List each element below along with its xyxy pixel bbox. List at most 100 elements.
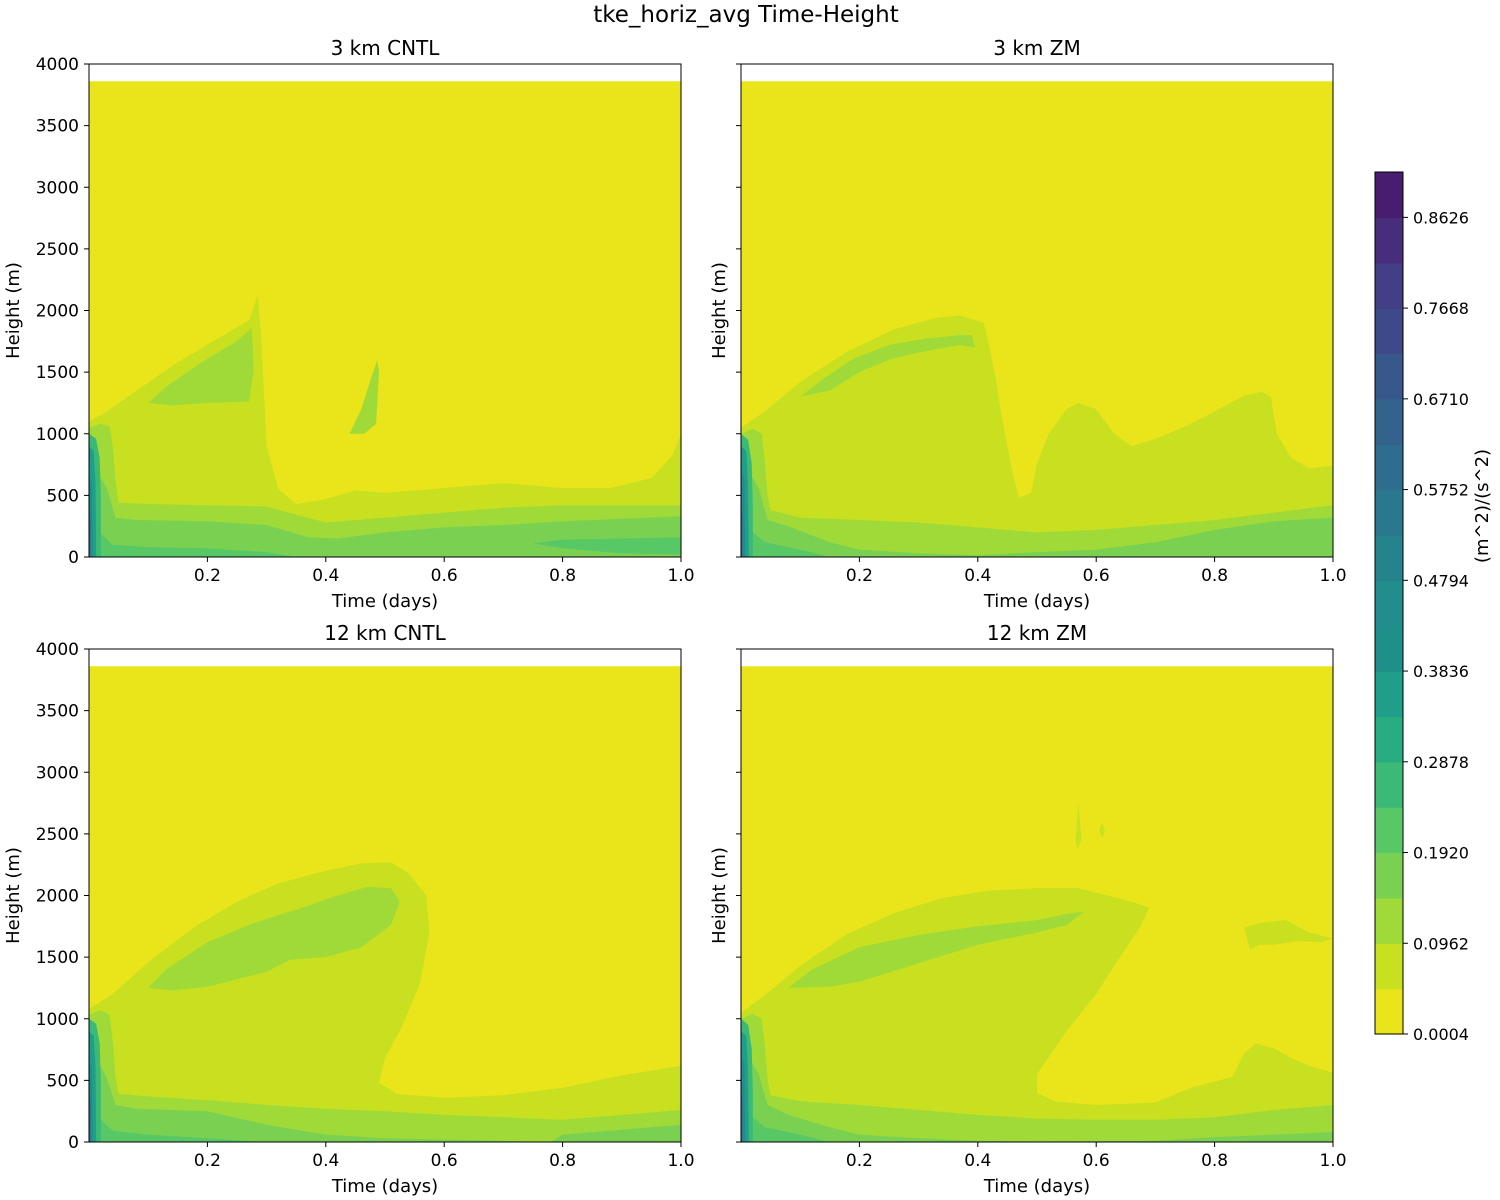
contour-band-level-2 — [148, 327, 254, 406]
subplot-title: 3 km ZM — [993, 36, 1080, 60]
colorbar-segment — [1375, 988, 1403, 1035]
x-tick-label: 0.8 — [549, 566, 576, 586]
x-axis-label: Time (days) — [983, 591, 1090, 612]
y-tick-label: 1500 — [36, 363, 79, 383]
contour-band-level-2 — [89, 1010, 681, 1142]
subplot-title: 12 km ZM — [987, 621, 1087, 645]
colorbar-segment — [1375, 308, 1403, 355]
colorbar-segment — [1375, 807, 1403, 854]
colorbar-tick-label: 0.0004 — [1413, 1025, 1469, 1044]
colorbar-segment — [1375, 353, 1403, 400]
colorbar-segment — [1375, 897, 1403, 944]
x-axis-label: Time (days) — [983, 1176, 1090, 1197]
x-tick-label: 1.0 — [667, 566, 694, 586]
y-tick-label: 3500 — [36, 702, 79, 722]
colorbar-segment — [1375, 671, 1403, 718]
colorbar-segment — [1375, 761, 1403, 808]
x-axis-label: Time (days) — [331, 1176, 438, 1197]
contour-fill — [741, 81, 1333, 557]
subplot-1: 0.2 0.4 0.6 0.8 1.0 0 500 1000 1500 2000 2500 3000 3… — [3, 36, 695, 612]
x-tick-label: 0.4 — [312, 566, 339, 586]
colorbar-segment — [1375, 943, 1403, 990]
x-tick-label: 0.4 — [964, 566, 991, 586]
y-tick-label: 1000 — [36, 425, 79, 445]
colorbar-label: (m^2)/(s^2) — [1472, 449, 1493, 563]
contour-band-level-4 — [741, 526, 830, 557]
subplot-2: 0.2 0.4 0.6 0.8 1.0 3 km ZM Time (days) Height … — [709, 36, 1347, 612]
y-tick-label: 1500 — [36, 948, 79, 968]
subplot-title: 3 km CNTL — [331, 36, 441, 60]
y-tick-label: 500 — [47, 1071, 79, 1091]
colorbar-tick-label: 0.8626 — [1413, 208, 1469, 227]
colorbar-tick-label: 0.1920 — [1413, 844, 1469, 863]
colorbar-segment — [1375, 489, 1403, 536]
contour-band-level-4 — [741, 1111, 830, 1142]
x-tick-label: 0.6 — [431, 1151, 458, 1171]
colorbar: 0.0004 0.0962 0.1920 0.2878 0.3836 0.4794 0.57… — [1374, 171, 1493, 1044]
colorbar-tick-label: 0.4794 — [1413, 571, 1469, 590]
contour-fill — [89, 666, 681, 1142]
y-tick-label: 2500 — [36, 240, 79, 260]
colorbar-segment — [1375, 852, 1403, 899]
x-tick-label: 0.8 — [1201, 566, 1228, 586]
colorbar-segment — [1375, 172, 1403, 218]
colorbar-tick-label: 0.0962 — [1413, 934, 1469, 953]
colorbar-segment — [1375, 217, 1403, 264]
contour-band-level-2 — [349, 359, 380, 434]
contour-fill — [741, 666, 1333, 1142]
contour-band-level-2 — [788, 911, 1085, 988]
contour-band-level-4 — [89, 526, 297, 557]
y-tick-label: 2000 — [36, 302, 79, 322]
contour-band-level-1 — [1075, 803, 1082, 849]
colorbar-segment — [1375, 580, 1403, 627]
contour-band-level-2 — [800, 335, 975, 397]
y-tick-label: 2000 — [36, 887, 79, 907]
contour-fill — [89, 81, 681, 557]
contour-band-level-4 — [89, 1111, 267, 1142]
y-axis-label: Height (m) — [709, 847, 730, 944]
colorbar-tick-label: 0.3836 — [1413, 662, 1469, 681]
y-tick-label: 0 — [68, 1133, 79, 1153]
colorbar-segment — [1375, 262, 1403, 309]
x-tick-label: 0.2 — [846, 1151, 873, 1171]
contour-band-level-3 — [89, 1043, 681, 1142]
y-axis-label: Height (m) — [709, 262, 730, 359]
x-tick-label: 0.8 — [549, 1151, 576, 1171]
contour-band-level-2 — [741, 428, 1333, 557]
contour-band-level-3 — [89, 458, 681, 557]
contour-band-level-1 — [741, 315, 1333, 557]
colorbar-tick-label: 0.2878 — [1413, 753, 1469, 772]
contour-band-level-4 — [533, 537, 681, 555]
y-tick-label: 500 — [47, 486, 79, 506]
subplots: 0.2 0.4 0.6 0.8 1.0 0 500 1000 1500 2000 2500 3000 3… — [3, 36, 1347, 1197]
x-tick-label: 0.2 — [194, 566, 221, 586]
y-tick-label: 2500 — [36, 825, 79, 845]
x-tick-label: 0.6 — [1083, 1151, 1110, 1171]
y-tick-label: 4000 — [36, 55, 79, 75]
x-tick-label: 0.6 — [1083, 566, 1110, 586]
x-tick-label: 1.0 — [1319, 1151, 1346, 1171]
x-axis-label: Time (days) — [331, 591, 438, 612]
x-tick-label: 0.2 — [194, 1151, 221, 1171]
colorbar-segment — [1375, 534, 1403, 581]
y-tick-label: 4000 — [36, 640, 79, 660]
subplot-title: 12 km CNTL — [324, 621, 446, 645]
x-tick-label: 0.4 — [312, 1151, 339, 1171]
y-tick-label: 3000 — [36, 178, 79, 198]
x-tick-label: 0.2 — [846, 566, 873, 586]
contour-band-level-3 — [741, 1043, 1333, 1142]
figure-title: tke_horiz_avg Time-Height — [593, 2, 898, 28]
colorbar-segment — [1375, 716, 1403, 763]
x-tick-label: 1.0 — [1319, 566, 1346, 586]
colorbar-tick-label: 0.6710 — [1413, 390, 1469, 409]
x-tick-label: 1.0 — [667, 1151, 694, 1171]
x-tick-label: 0.6 — [431, 566, 458, 586]
colorbar-segment — [1375, 625, 1403, 672]
contour-band-level-2 — [741, 1013, 1333, 1142]
x-tick-label: 0.8 — [1201, 1151, 1228, 1171]
y-axis-label: Height (m) — [3, 262, 24, 359]
y-tick-label: 3000 — [36, 763, 79, 783]
contour-band-level-1 — [1244, 920, 1333, 950]
colorbar-frame — [1374, 171, 1404, 1035]
